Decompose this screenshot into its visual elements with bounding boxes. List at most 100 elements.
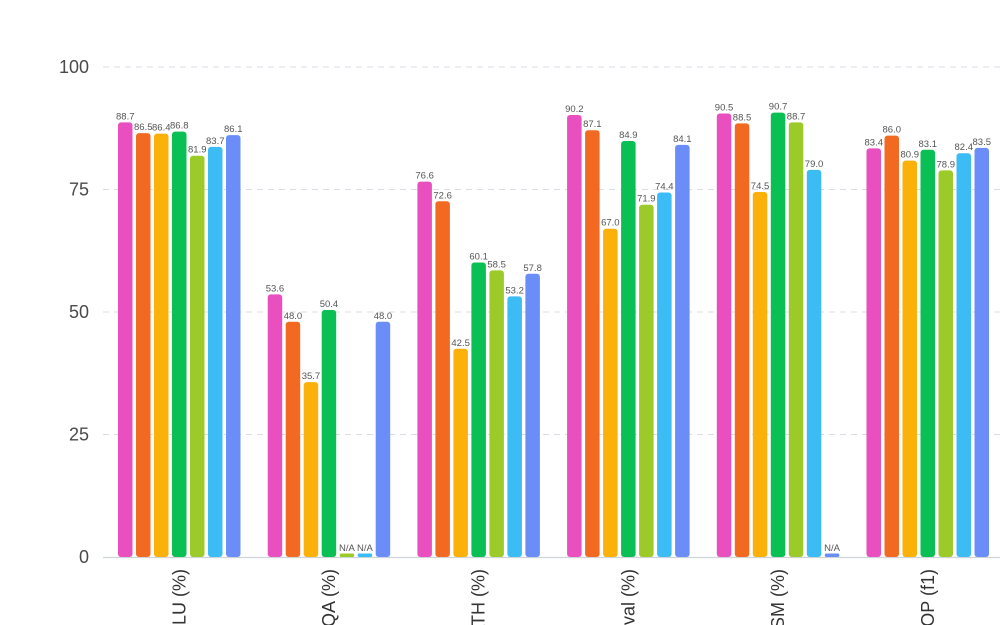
bar-na (339, 553, 355, 557)
bar (375, 321, 391, 557)
y-axis-ticks: 0 25 50 75 100 (59, 57, 89, 567)
y-tick-label: 25 (69, 425, 89, 445)
x-tick-label: SM (%) (768, 569, 788, 625)
data-label: 90.2 (565, 104, 584, 115)
y-tick-label: 50 (69, 302, 89, 322)
data-label: 83.4 (865, 137, 884, 148)
data-label: 84.1 (673, 134, 692, 145)
data-label: N/A (824, 543, 841, 554)
data-label: 82.4 (955, 142, 974, 153)
bar (453, 348, 468, 557)
data-label: 86.8 (170, 121, 189, 132)
data-label: 88.7 (116, 111, 135, 122)
data-label: 90.7 (769, 102, 788, 113)
data-label: 78.9 (937, 159, 956, 170)
bar (321, 310, 337, 557)
bar (752, 191, 768, 557)
data-label: 60.1 (469, 252, 488, 263)
data-label: 79.0 (805, 159, 824, 170)
data-label: 74.5 (751, 181, 770, 192)
bar (190, 155, 205, 557)
bars (118, 112, 989, 558)
bar (866, 148, 881, 557)
data-label: 88.7 (787, 111, 806, 122)
x-tick-label: ATH (%) (469, 569, 489, 625)
data-label: 88.5 (733, 112, 752, 123)
data-label: N/A (357, 543, 374, 554)
bar (172, 131, 187, 557)
data-label: 84.9 (619, 130, 638, 141)
data-label: 86.0 (883, 125, 902, 136)
data-label: 57.8 (523, 263, 542, 274)
x-tick-label: ROP (f1) (918, 569, 938, 625)
bar (118, 122, 133, 558)
x-axis-labels: MLU (%) QA (%) ATH (%) Eval (%) SM (%) ROP (f… (169, 569, 938, 625)
data-label: 83.5 (973, 137, 992, 148)
bar (471, 262, 486, 557)
bar (920, 149, 935, 557)
bar (489, 270, 504, 557)
bar (303, 382, 319, 557)
bar (770, 112, 786, 557)
bar (734, 123, 750, 557)
x-tick-label: QA (%) (319, 569, 339, 625)
bar (226, 135, 241, 558)
data-label: 48.0 (284, 311, 303, 322)
data-label: 86.4 (152, 123, 171, 134)
data-label: 50.4 (320, 299, 339, 310)
bar-na (824, 553, 840, 557)
data-label: 42.5 (451, 338, 470, 349)
bar (285, 321, 301, 557)
bar (267, 294, 283, 557)
bar (956, 153, 971, 558)
bar-na (357, 553, 373, 557)
bar (806, 169, 822, 557)
bar (154, 133, 169, 557)
bar (136, 133, 151, 557)
data-label: 87.1 (583, 119, 602, 130)
data-label: 48.0 (374, 311, 393, 322)
bar (507, 296, 522, 557)
y-tick-label: 0 (79, 547, 89, 567)
gridlines (103, 66, 1000, 559)
bar (585, 130, 600, 557)
bar (208, 146, 223, 557)
bar (788, 122, 804, 558)
data-label: 86.5 (134, 122, 153, 133)
x-tick-label: MLU (%) (169, 569, 189, 625)
bar (884, 135, 899, 557)
y-tick-label: 100 (59, 57, 89, 77)
data-label: 76.6 (415, 171, 434, 182)
bar (938, 170, 953, 557)
bar (621, 140, 636, 558)
data-label: 83.1 (919, 139, 938, 150)
bar (675, 144, 690, 557)
bar (716, 113, 732, 558)
data-label: 67.0 (601, 218, 620, 229)
bar (657, 192, 672, 557)
y-tick-label: 75 (69, 180, 89, 200)
bar (525, 273, 540, 557)
bar (902, 160, 917, 557)
data-label: 71.9 (637, 194, 656, 205)
data-label: 72.6 (433, 190, 452, 201)
x-tick-label: Eval (%) (618, 569, 638, 625)
data-label: 58.5 (487, 259, 506, 270)
data-label: 80.9 (901, 150, 920, 161)
bar (639, 204, 654, 557)
bar (417, 181, 432, 557)
data-label: 53.2 (505, 285, 524, 296)
bar (603, 228, 618, 557)
data-label: 53.6 (266, 283, 285, 294)
data-label: 90.5 (715, 103, 734, 114)
data-labels: 88.786.5 86.4 86.881.983.786.153.648.035.7… (116, 102, 991, 554)
data-label: 35.7 (302, 371, 321, 382)
data-label: 81.9 (188, 145, 207, 156)
data-label: 74.4 (655, 181, 674, 192)
bar (567, 115, 582, 558)
data-label: 83.7 (206, 136, 225, 147)
data-label: 86.1 (224, 124, 243, 135)
bar (974, 147, 989, 557)
